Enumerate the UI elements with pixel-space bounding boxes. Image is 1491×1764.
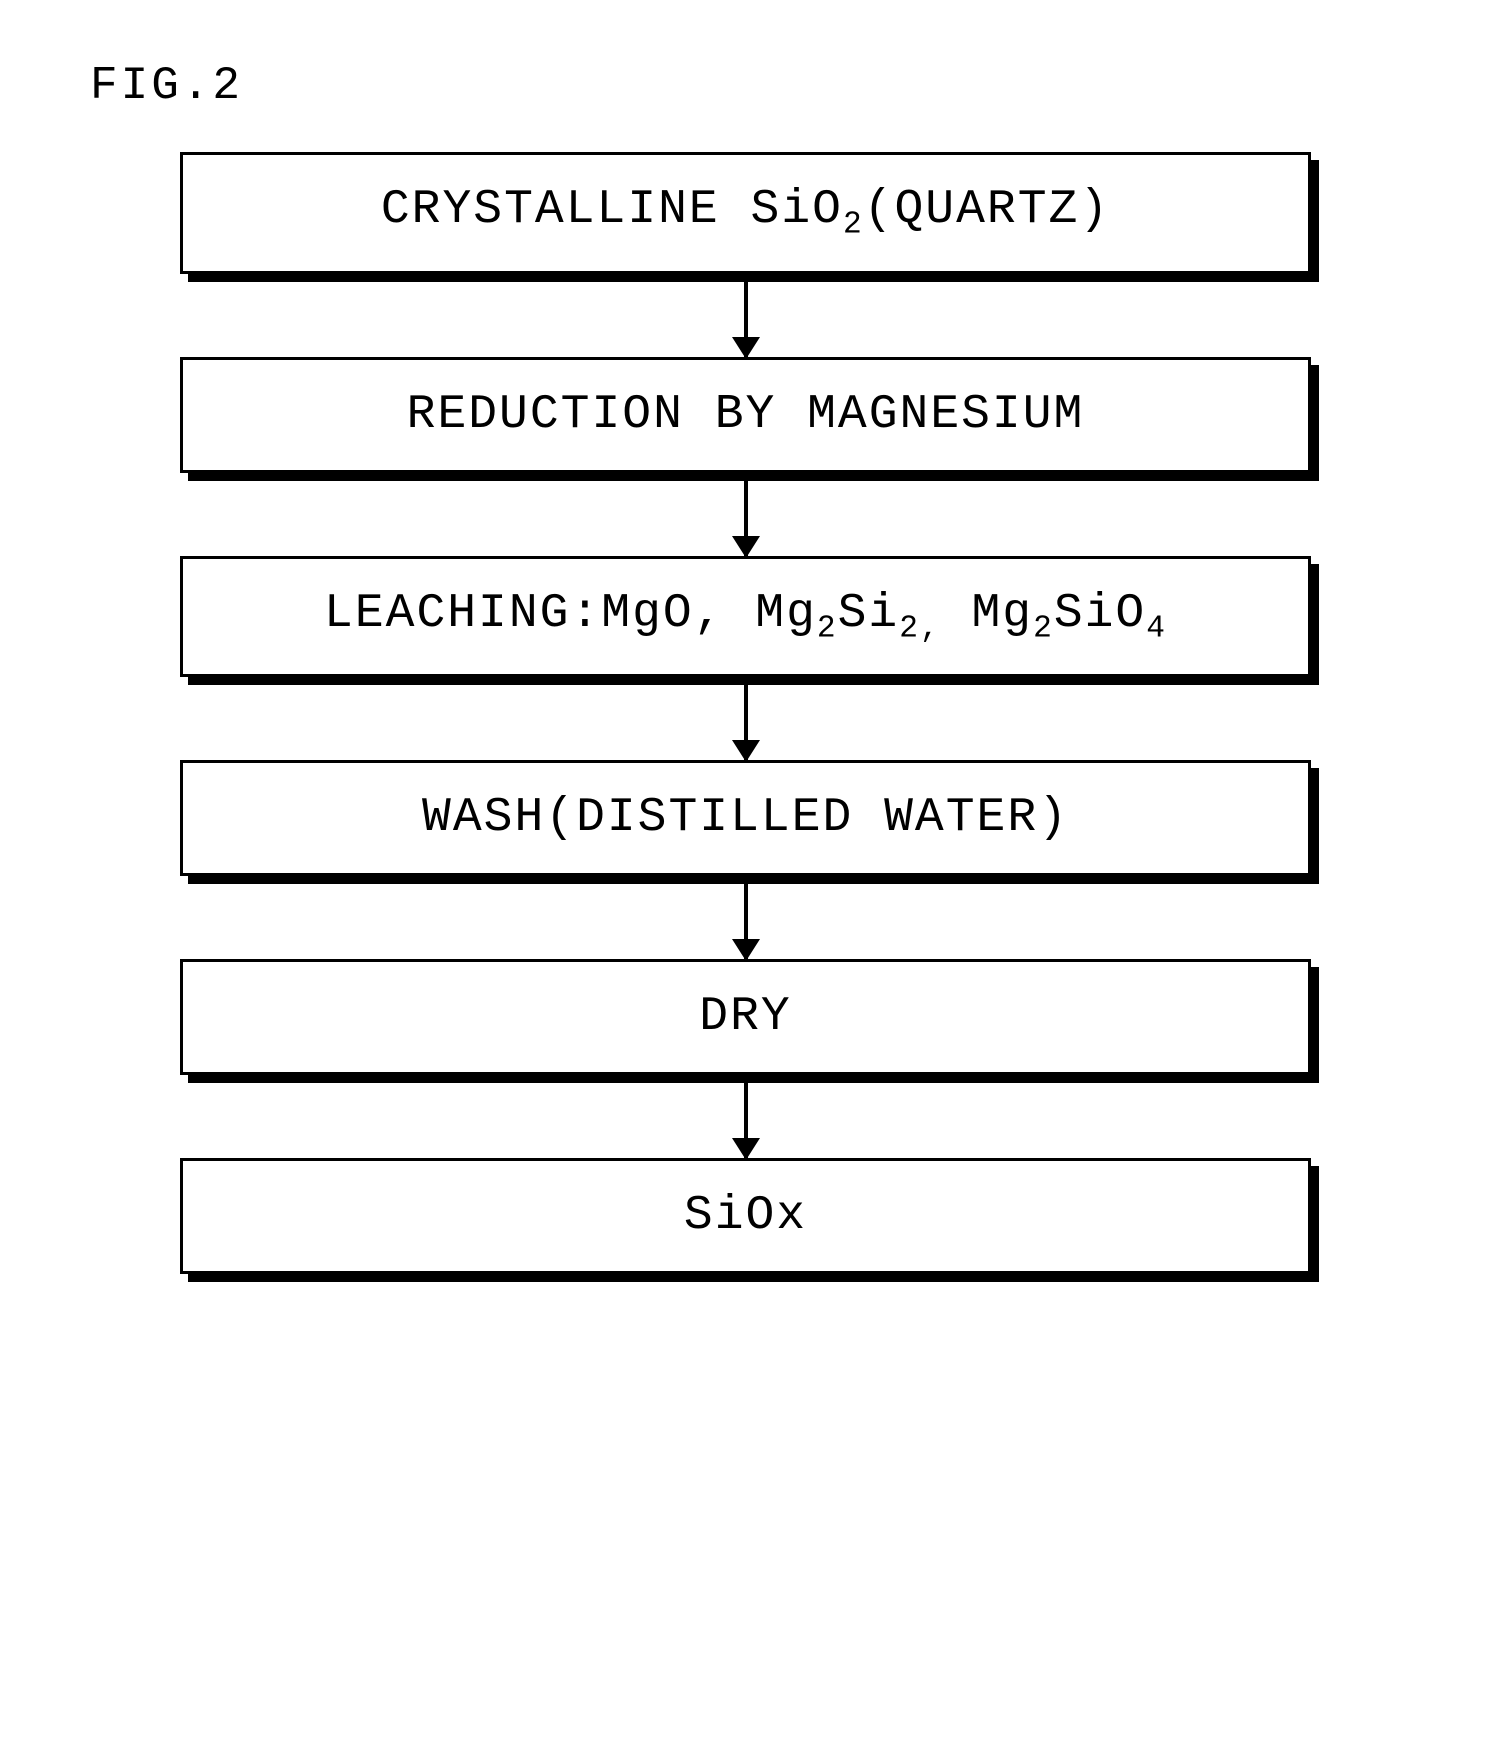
arrow-down-icon — [744, 884, 748, 959]
arrow-down-icon — [744, 481, 748, 556]
flowchart-step: LEACHING:MgO, Mg2Si2, Mg2SiO4 — [180, 556, 1311, 678]
flowchart-step: SiOx — [180, 1158, 1311, 1274]
step-box: SiOx — [180, 1158, 1311, 1274]
arrow-down-icon — [744, 282, 748, 357]
arrow-down-icon — [744, 1083, 748, 1158]
flowchart-step: DRY — [180, 959, 1311, 1075]
flowchart-container: CRYSTALLINE SiO2(QUARTZ) REDUCTION BY MA… — [180, 152, 1311, 1274]
step-box: CRYSTALLINE SiO2(QUARTZ) — [180, 152, 1311, 274]
arrow-down-icon — [744, 685, 748, 760]
figure-label: FIG.2 — [90, 60, 1411, 112]
step-box: REDUCTION BY MAGNESIUM — [180, 357, 1311, 473]
flowchart-step: WASH(DISTILLED WATER) — [180, 760, 1311, 876]
step-box: LEACHING:MgO, Mg2Si2, Mg2SiO4 — [180, 556, 1311, 678]
step-box: DRY — [180, 959, 1311, 1075]
flowchart-step: REDUCTION BY MAGNESIUM — [180, 357, 1311, 473]
step-box: WASH(DISTILLED WATER) — [180, 760, 1311, 876]
flowchart-step: CRYSTALLINE SiO2(QUARTZ) — [180, 152, 1311, 274]
